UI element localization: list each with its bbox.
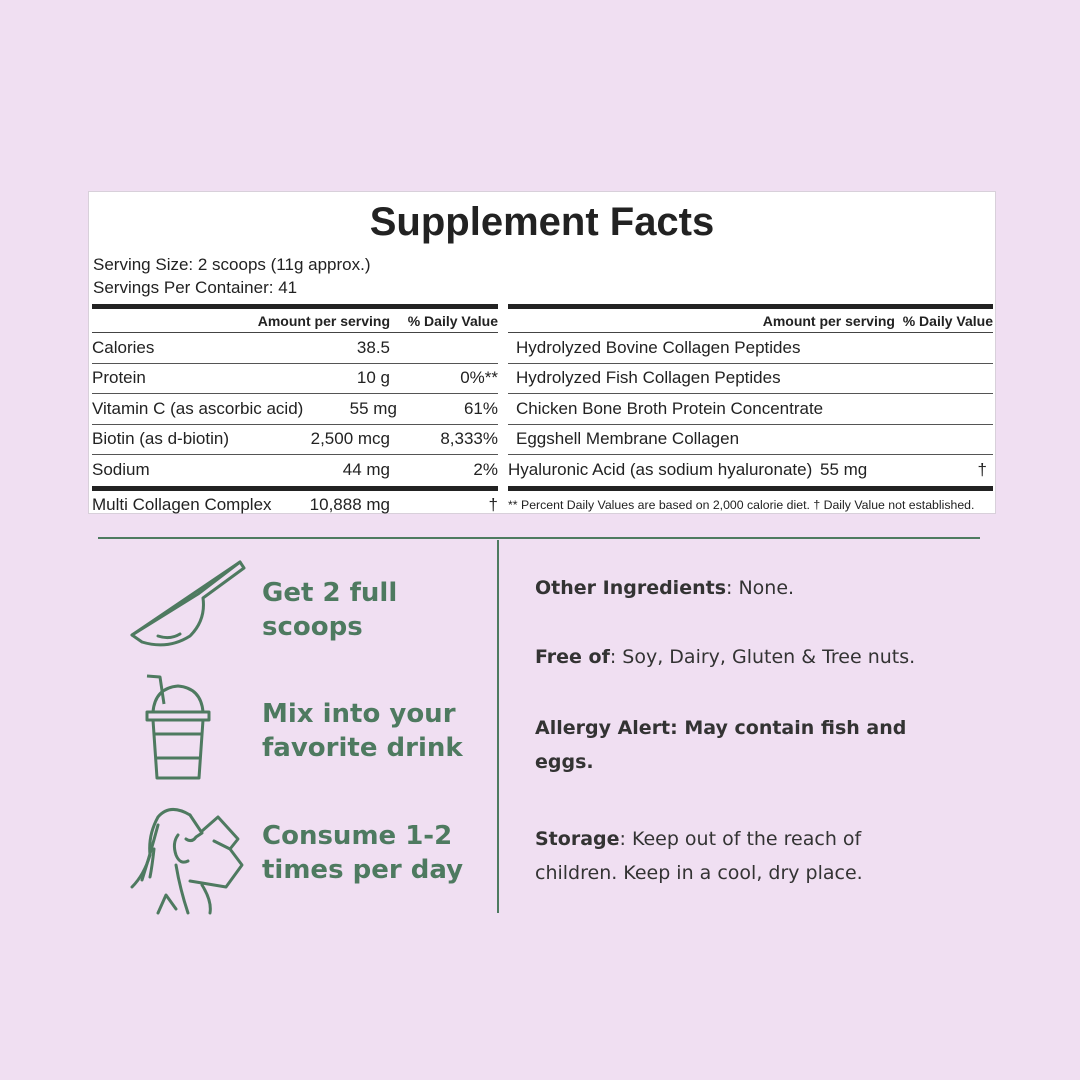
step-line: Get 2 full [262,578,398,608]
step-consume: Consume 1-2 times per day [262,819,463,887]
label: Allergy Alert: May contain fish and eggs… [535,717,907,773]
label: Storage [535,828,620,850]
column-divider [497,540,499,913]
thick-divider [508,485,993,491]
step-line: scoops [262,612,363,642]
nutrients-table: Amount per serving % Daily Value Calorie… [92,304,498,519]
free-of: Free of: Soy, Dairy, Gluten & Tree nuts. [535,640,955,674]
step-line: Mix into your [262,699,456,729]
row-dv: † [488,494,498,514]
row-dv: 8,333% [440,429,498,449]
row-amount: 55 mg [820,460,868,480]
value: : Soy, Dairy, Gluten & Tree nuts. [609,646,916,668]
header-amount: Amount per serving [257,312,390,329]
row-dv: 61% [463,398,498,418]
label: Other Ingredients [535,577,727,599]
panel-title: Supplement Facts [369,200,715,244]
row-name: Hydrolyzed Bovine Collagen Peptides [516,337,801,357]
step-line: favorite drink [262,733,463,763]
row-dv: 2% [473,460,498,480]
table-row: Multi Collagen Complex 10,888 mg † [92,491,498,519]
footnote: ** Percent Daily Values are based on 2,0… [508,497,975,512]
table-header: Amount per serving % Daily Value [92,309,498,333]
storage: Storage: Keep out of the reach of childr… [535,822,915,890]
table-header: Amount per serving % Daily Value [508,309,993,333]
row-name: Calories [92,337,155,357]
allergy-alert: Allergy Alert: May contain fish and eggs… [535,711,935,779]
drink-cup-icon [145,674,211,780]
row-name: Hyaluronic Acid (as sodium hyaluronate) [508,460,813,480]
step-mix: Mix into your favorite drink [262,697,463,765]
row-amount: 10 g [356,368,390,388]
row-name: Eggshell Membrane Collagen [516,429,740,449]
header-dv: % Daily Value [407,312,498,329]
row-name: Chicken Bone Broth Protein Concentrate [516,398,824,418]
row-dv: † [977,460,987,480]
other-ingredients: Other Ingredients: None. [535,571,955,605]
row-name: Protein [92,368,146,388]
step-line: Consume 1-2 [262,821,453,851]
row-amount: 38.5 [356,337,390,357]
servings-per-container: Servings Per Container: 41 [93,278,298,297]
row-name: Multi Collagen Complex [92,494,272,514]
row-name: Sodium [92,460,150,480]
row-amount: 2,500 mcg [310,429,390,449]
woman-drinking-icon [130,808,244,915]
row-name: Biotin (as d-biotin) [92,429,230,449]
row-name: Vitamin C (as ascorbic acid) [92,398,304,418]
row-name: Hydrolyzed Fish Collagen Peptides [516,368,781,388]
thick-divider [92,304,498,309]
label: Free of [535,646,610,668]
thick-divider [92,485,498,491]
step-line: times per day [262,855,464,885]
row-amount: 55 mg [349,398,397,418]
scoop-icon [130,560,246,647]
section-divider [98,537,980,539]
step-scoops: Get 2 full scoops [262,576,397,644]
supplement-facts-panel: Supplement Facts Serving Size: 2 scoops … [88,191,996,514]
row-amount: 10,888 mg [309,494,390,514]
serving-size: Serving Size: 2 scoops (11g approx.) [93,255,371,274]
row-dv: 0%** [460,368,498,388]
value: : None. [726,577,795,599]
row-amount: 44 mg [342,460,390,480]
thick-divider [508,304,993,309]
value: : Keep out of the reach of children. Kee… [535,828,863,884]
collagen-table: Amount per serving % Daily Value Hydroly… [508,304,993,519]
